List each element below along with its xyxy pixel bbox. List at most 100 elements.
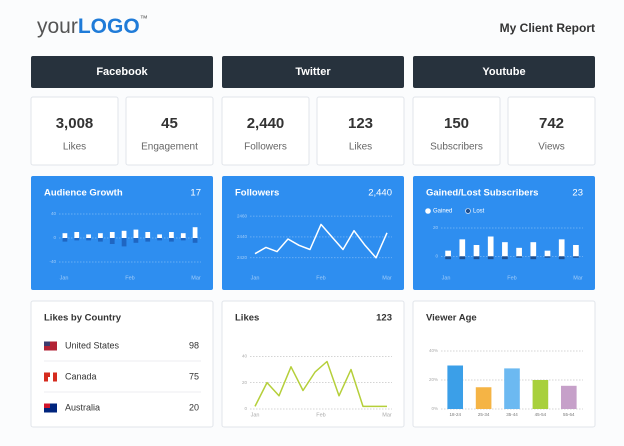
bar xyxy=(192,238,198,243)
bar xyxy=(169,238,174,242)
y-tick-label: 0 xyxy=(435,254,438,259)
panel-title: Likes xyxy=(235,313,259,324)
x-tick-label: 18-24 xyxy=(449,412,461,417)
bar xyxy=(98,238,103,242)
panel-title: Viewer Age xyxy=(426,313,477,324)
country-value: 98 xyxy=(189,340,199,350)
stat-value: 742 xyxy=(539,115,564,132)
panel-total: 17 xyxy=(190,188,201,199)
bar xyxy=(487,256,494,260)
bar xyxy=(459,256,466,260)
x-tick-label: Mar xyxy=(191,275,201,281)
bar xyxy=(532,380,549,409)
stat-card xyxy=(507,96,596,166)
y-tick-label: -40 xyxy=(49,259,56,264)
stat-value: 2,440 xyxy=(247,115,285,132)
y-tick-label: 2440 xyxy=(237,234,248,239)
bar xyxy=(133,238,139,243)
bar xyxy=(530,256,537,260)
bar xyxy=(530,242,537,257)
y-tick-label: 40 xyxy=(51,211,57,216)
stat-value: 45 xyxy=(161,115,178,132)
panel xyxy=(30,300,214,428)
column-title: Twitter xyxy=(295,66,331,78)
bar xyxy=(544,250,551,257)
bar xyxy=(502,256,508,260)
y-tick-label: 0% xyxy=(431,406,438,411)
panel-title: Likes by Country xyxy=(44,313,122,324)
bar xyxy=(74,238,80,241)
y-tick-label: 40 xyxy=(242,353,248,358)
logo-prefix: your xyxy=(37,15,78,38)
bar xyxy=(169,232,174,238)
y-tick-label: 2460 xyxy=(237,213,248,218)
flag xyxy=(44,341,50,346)
bar xyxy=(121,238,127,247)
bar xyxy=(180,233,186,238)
bar xyxy=(145,238,151,242)
line xyxy=(254,223,388,259)
column-header xyxy=(31,56,213,88)
country-value: 75 xyxy=(189,371,199,381)
panel-total: 123 xyxy=(376,313,392,324)
blue-panel xyxy=(222,176,404,290)
flag xyxy=(48,403,53,413)
x-tick-label: Jan xyxy=(251,412,260,418)
stat-value: 150 xyxy=(444,115,469,132)
stat-card xyxy=(412,96,501,166)
bar xyxy=(157,238,162,241)
y-tick-label: 20 xyxy=(433,225,439,230)
column-header xyxy=(413,56,595,88)
logo-main: LOGO xyxy=(78,15,140,38)
stat-value: 3,008 xyxy=(56,115,94,132)
y-tick-label: 40% xyxy=(429,348,438,353)
x-tick-label: Jan xyxy=(251,275,260,281)
x-tick-label: Feb xyxy=(125,275,134,281)
flag xyxy=(44,341,57,351)
bar xyxy=(133,229,139,238)
bar xyxy=(192,227,198,238)
bar xyxy=(447,365,464,409)
stat-card xyxy=(316,96,405,166)
bar xyxy=(558,256,565,260)
line xyxy=(254,360,387,408)
flag xyxy=(48,372,53,382)
bar xyxy=(560,385,577,409)
bar xyxy=(544,256,551,258)
x-tick-label: Feb xyxy=(507,275,516,281)
y-tick-label: 0 xyxy=(53,235,56,240)
logo: yourLOGO™ xyxy=(37,14,148,37)
bar xyxy=(86,238,91,241)
x-tick-label: Jan xyxy=(60,275,69,281)
stat-card xyxy=(30,96,119,166)
stat-label: Followers xyxy=(244,142,287,153)
panel-total: 23 xyxy=(572,188,583,199)
stat-value: 123 xyxy=(348,115,373,132)
logo-mark: ™ xyxy=(140,14,148,23)
x-tick-label: Jan xyxy=(442,275,451,281)
blue-panel xyxy=(413,176,595,290)
stat-label: Views xyxy=(538,142,565,153)
panel-title: Gained/Lost Subscribers xyxy=(426,188,538,199)
bar xyxy=(98,233,103,238)
column-title: Youtube xyxy=(482,66,525,78)
x-tick-label: 35-44 xyxy=(506,412,518,417)
x-tick-label: Mar xyxy=(382,412,392,418)
bar xyxy=(109,232,115,238)
country-name: Canada xyxy=(65,371,97,381)
x-tick-label: 25-34 xyxy=(478,412,490,417)
panel-title: Audience Growth xyxy=(44,188,123,199)
y-tick-label: 0 xyxy=(244,406,247,411)
panel-total: 2,440 xyxy=(368,188,392,199)
x-tick-label: Feb xyxy=(316,412,325,418)
bar xyxy=(516,247,522,257)
y-tick-label: 20% xyxy=(429,377,438,382)
panel-title: Followers xyxy=(235,188,279,199)
stat-label: Subscribers xyxy=(430,142,483,153)
stat-card xyxy=(221,96,310,166)
country-value: 20 xyxy=(189,402,199,412)
bar xyxy=(573,245,579,257)
column-title: Facebook xyxy=(96,66,148,78)
y-tick-label: 2420 xyxy=(237,255,248,260)
